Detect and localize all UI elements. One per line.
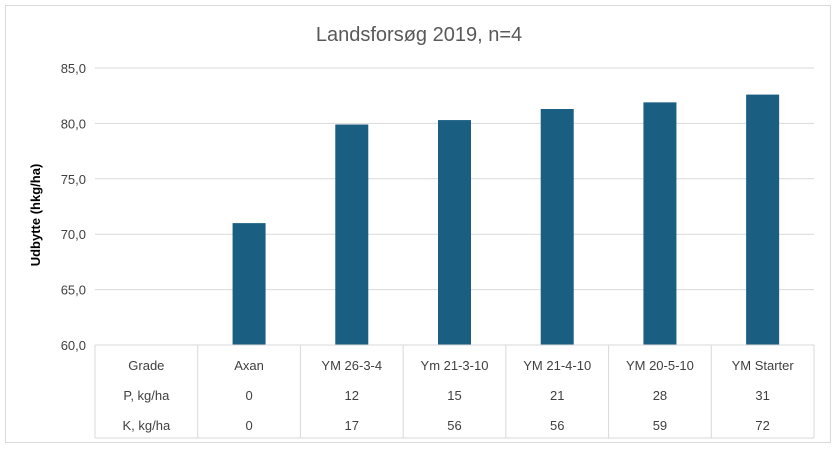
category-label: YM 21-4-10 [523,358,591,373]
table-header-label: Grade [128,358,164,373]
bar [540,108,574,345]
bar [232,223,266,345]
table-cell: 0 [245,388,252,403]
table-cell: 59 [653,418,667,433]
y-tick-label: 65,0 [61,283,86,298]
data-table: Grade Axan YM 26-3-4 Ym 21-3-10 YM 21-4-10 YM… [94,344,815,439]
table-cell: 17 [345,418,359,433]
table-cell: 56 [550,418,564,433]
y-tick-label: 60,0 [61,338,86,353]
bar [643,102,677,346]
y-tick-label: 85,0 [61,61,86,76]
category-label: YM 26-3-4 [321,358,382,373]
table-cell: 28 [653,388,667,403]
y-tick-label: 70,0 [61,227,86,242]
bar [335,124,369,346]
chart-frame [5,5,831,443]
category-label: YM 20-5-10 [626,358,694,373]
y-tick-label: 80,0 [61,116,86,131]
table-cell: 72 [755,418,769,433]
y-tick-labels: 60,0 65,0 70,0 75,0 80,0 85,0 [61,61,86,353]
category-label: YM Starter [732,358,795,373]
table-row-label: K, kg/ha [123,418,171,433]
table-cell: 15 [447,388,461,403]
bar [746,94,780,345]
category-label: Ym 21-3-10 [421,358,489,373]
table-cell: 0 [245,418,252,433]
bars [232,94,780,346]
table-cell: 21 [550,388,564,403]
table-cell: 56 [447,418,461,433]
bar [438,120,471,346]
y-tick-label: 75,0 [61,172,86,187]
table-row-label: P, kg/ha [123,388,170,403]
chart-title: Landsforsøg 2019, n=4 [316,24,522,46]
y-axis-label: Udbytte (hkg/ha) [28,164,43,267]
table-cell: 12 [345,388,359,403]
table-cell: 31 [755,388,769,403]
category-label: Axan [234,358,264,373]
